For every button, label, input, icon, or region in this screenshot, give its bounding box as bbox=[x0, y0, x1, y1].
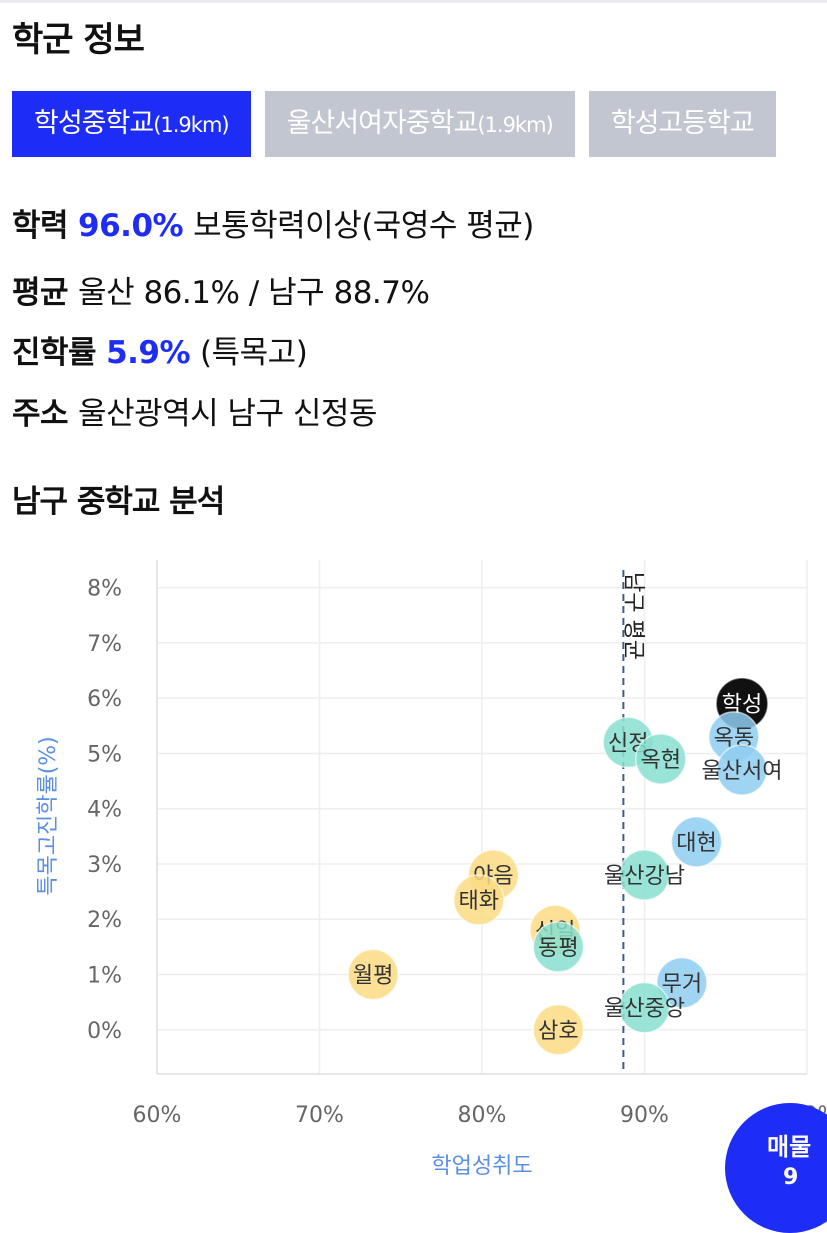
x-tick-label: 70% bbox=[295, 1103, 344, 1128]
school-point bbox=[618, 849, 671, 901]
school-point bbox=[670, 816, 723, 868]
school-point bbox=[656, 957, 708, 1009]
achievement-value: 96.0% bbox=[78, 208, 184, 244]
y-tick-label: 8% bbox=[87, 577, 122, 602]
tab-school-0[interactable]: 학성중학교(1.9km) bbox=[12, 91, 251, 157]
achievement-desc: 보통학력이상(국영수 평균) bbox=[193, 208, 534, 244]
tab-name: 학성고등학교 bbox=[610, 108, 755, 139]
average-value: 울산 86.1% / 남구 88.7% bbox=[78, 275, 430, 311]
top-divider bbox=[0, 0, 827, 3]
school-point-label: 대현 bbox=[676, 831, 716, 856]
info-label: 진학률 bbox=[12, 335, 97, 371]
school-point-label: 울산강남 bbox=[604, 864, 685, 889]
y-tick-label: 1% bbox=[87, 964, 122, 989]
advance-value: 5.9% bbox=[106, 335, 191, 371]
address-value: 울산광역시 남구 신정동 bbox=[78, 396, 377, 432]
tab-name: 학성중학교 bbox=[34, 108, 154, 139]
school-point bbox=[618, 981, 671, 1034]
school-point-label: 월평 bbox=[353, 964, 393, 989]
school-point bbox=[347, 948, 399, 1001]
tab-school-2[interactable]: 학성고등학교 bbox=[588, 91, 776, 157]
tab-distance: (1.9km) bbox=[477, 113, 553, 137]
tab-distance: (1.9km) bbox=[153, 113, 229, 137]
info-label: 평균 bbox=[12, 275, 69, 311]
x-axis-label: 학업성취도 bbox=[431, 1154, 532, 1179]
chart-grid bbox=[156, 560, 808, 1075]
y-tick-label: 4% bbox=[87, 798, 122, 823]
school-point-label: 옥현 bbox=[641, 748, 681, 773]
scatter-chart: 0%1%2%3%4%5%6%7%8% 60%70%80%90%100% 남구 평… bbox=[36, 560, 827, 1179]
page-title: 학군 정보 bbox=[12, 20, 145, 60]
y-tick-label: 6% bbox=[87, 687, 122, 712]
reference-line-label: 남구 평균 bbox=[620, 572, 645, 660]
school-point-label: 무거 bbox=[662, 972, 702, 997]
fab-label: 매물 bbox=[767, 1133, 812, 1161]
info-advance: 진학률 5.9% (특목고) bbox=[12, 327, 308, 372]
x-tick-label: 80% bbox=[458, 1103, 507, 1128]
y-tick-label: 3% bbox=[87, 853, 122, 878]
section-title: 남구 중학교 분석 bbox=[12, 484, 225, 520]
tab-school-1[interactable]: 울산서여자중학교(1.9km) bbox=[264, 91, 575, 157]
school-point bbox=[532, 1004, 585, 1056]
school-point bbox=[635, 733, 687, 785]
y-tick-label: 7% bbox=[87, 632, 122, 657]
tab-name: 울산서여자중학교 bbox=[286, 108, 479, 139]
school-point bbox=[716, 744, 768, 796]
info-address: 주소 울산광역시 남구 신정동 bbox=[12, 388, 377, 433]
x-tick-labels: 60%70%80%90%100% bbox=[133, 1103, 827, 1128]
school-point-label: 태화 bbox=[459, 889, 499, 914]
school-point-label: 울산중앙 bbox=[604, 997, 685, 1022]
reference-line-group: 남구 평균 bbox=[620, 570, 645, 1074]
y-axis-label: 특목고진학률(%) bbox=[36, 736, 61, 896]
data-points: 학성옥동울산서여신정옥현대현울산강남야음태화신일동평월평무거울산중앙삼호 bbox=[347, 677, 783, 1056]
y-tick-labels: 0% 1% 2% 3% 4% 5% 6% 7% 8% bbox=[87, 577, 122, 1044]
school-point-label: 동평 bbox=[538, 936, 578, 961]
info-label: 주소 bbox=[12, 396, 69, 432]
y-tick-label: 2% bbox=[87, 908, 122, 933]
school-point bbox=[453, 874, 505, 926]
fab-count: 9 bbox=[783, 1165, 799, 1190]
y-tick-label: 0% bbox=[87, 1019, 122, 1044]
info-average: 평균 울산 86.1% / 남구 88.7% bbox=[12, 267, 430, 312]
info-achievement: 학력 96.0% 보통학력이상(국영수 평균) bbox=[12, 200, 534, 245]
x-tick-label: 90% bbox=[620, 1103, 669, 1128]
school-point-label: 삼호 bbox=[538, 1019, 578, 1044]
school-point bbox=[532, 921, 585, 973]
school-tabs: 학성중학교(1.9km) 울산서여자중학교(1.9km) 학성고등학교 bbox=[12, 91, 827, 157]
info-label: 학력 bbox=[12, 208, 69, 244]
x-tick-label: 60% bbox=[133, 1103, 182, 1128]
school-point-label: 울산서여 bbox=[702, 759, 783, 784]
y-tick-label: 5% bbox=[87, 742, 122, 767]
advance-desc: (특목고) bbox=[200, 335, 308, 371]
